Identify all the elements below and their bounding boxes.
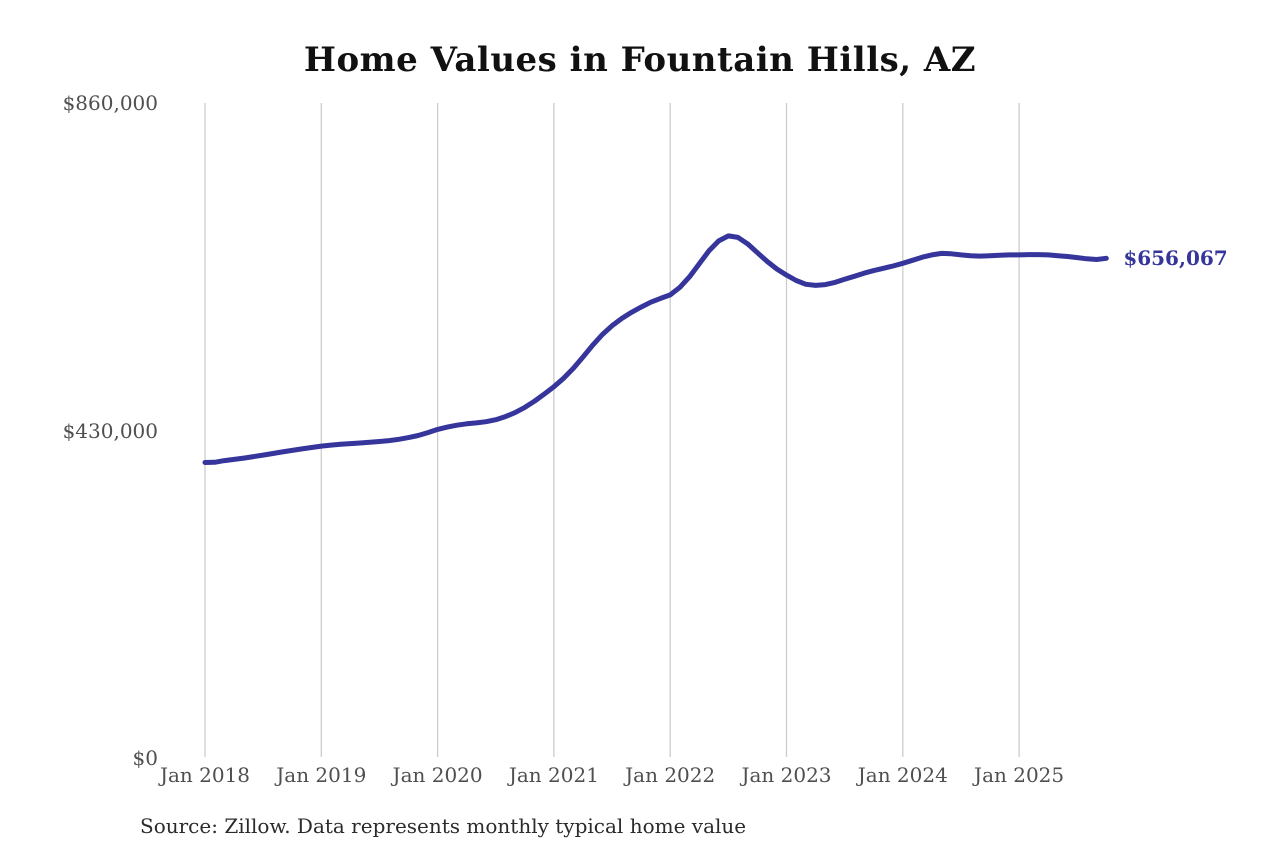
x-tick-label: Jan 2023 [741, 763, 832, 787]
home-value-line [202, 233, 1109, 465]
x-tick-label: Jan 2022 [625, 763, 716, 787]
latest-value-label: $656,067 [1123, 246, 1228, 271]
source-note: Source: Zillow. Data represents monthly … [140, 814, 747, 838]
x-tick-label: Jan 2020 [392, 763, 483, 787]
x-tick-label: Jan 2019 [276, 763, 367, 787]
y-tick-label: $860,000 [62, 91, 158, 115]
y-tick-label: $430,000 [62, 418, 158, 443]
x-tick-label: Jan 2024 [857, 763, 948, 787]
x-tick-label: Jan 2018 [159, 763, 251, 787]
y-tick-label: $0 [132, 746, 158, 770]
x-tick-label: Jan 2025 [974, 763, 1065, 787]
chart-title: Home Values in Fountain Hills, AZ [303, 40, 977, 80]
x-tick-label: Jan 2021 [508, 763, 599, 787]
